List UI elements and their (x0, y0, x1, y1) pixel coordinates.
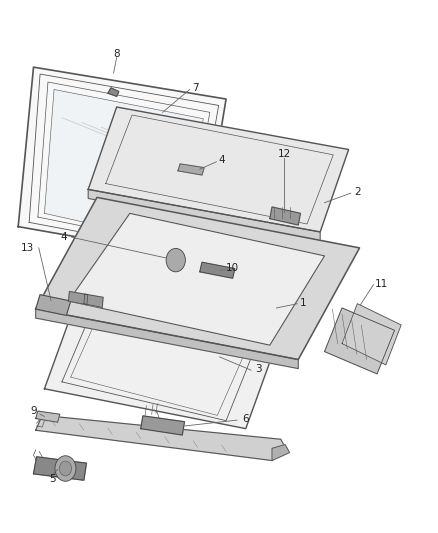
Polygon shape (269, 207, 300, 225)
Polygon shape (84, 294, 103, 308)
Polygon shape (177, 164, 204, 175)
Text: 7: 7 (192, 83, 198, 93)
Text: 3: 3 (255, 364, 261, 374)
Polygon shape (44, 280, 285, 429)
Text: 4: 4 (61, 232, 67, 243)
Circle shape (166, 248, 185, 272)
Text: 9: 9 (30, 406, 37, 416)
Polygon shape (324, 308, 394, 374)
Text: 6: 6 (242, 414, 248, 424)
Polygon shape (44, 90, 203, 244)
Polygon shape (68, 292, 88, 305)
Circle shape (59, 461, 71, 476)
Text: 13: 13 (20, 243, 33, 253)
Polygon shape (108, 88, 119, 96)
Text: 8: 8 (113, 49, 120, 59)
Polygon shape (272, 445, 289, 461)
Polygon shape (341, 304, 400, 365)
Polygon shape (35, 295, 71, 316)
Polygon shape (35, 411, 60, 422)
Polygon shape (35, 197, 359, 360)
Text: 12: 12 (277, 149, 290, 159)
Polygon shape (88, 107, 348, 232)
Text: 4: 4 (218, 155, 225, 165)
Text: 11: 11 (374, 279, 387, 288)
Text: 2: 2 (353, 187, 360, 197)
Polygon shape (35, 309, 297, 368)
Text: 5: 5 (49, 474, 56, 484)
Text: 1: 1 (299, 297, 305, 308)
Polygon shape (88, 189, 319, 241)
Polygon shape (35, 415, 285, 461)
Circle shape (55, 456, 76, 481)
Polygon shape (33, 457, 86, 480)
Polygon shape (68, 213, 324, 345)
Polygon shape (141, 416, 184, 435)
Text: 10: 10 (226, 263, 239, 272)
Polygon shape (199, 262, 234, 278)
Polygon shape (18, 67, 226, 259)
